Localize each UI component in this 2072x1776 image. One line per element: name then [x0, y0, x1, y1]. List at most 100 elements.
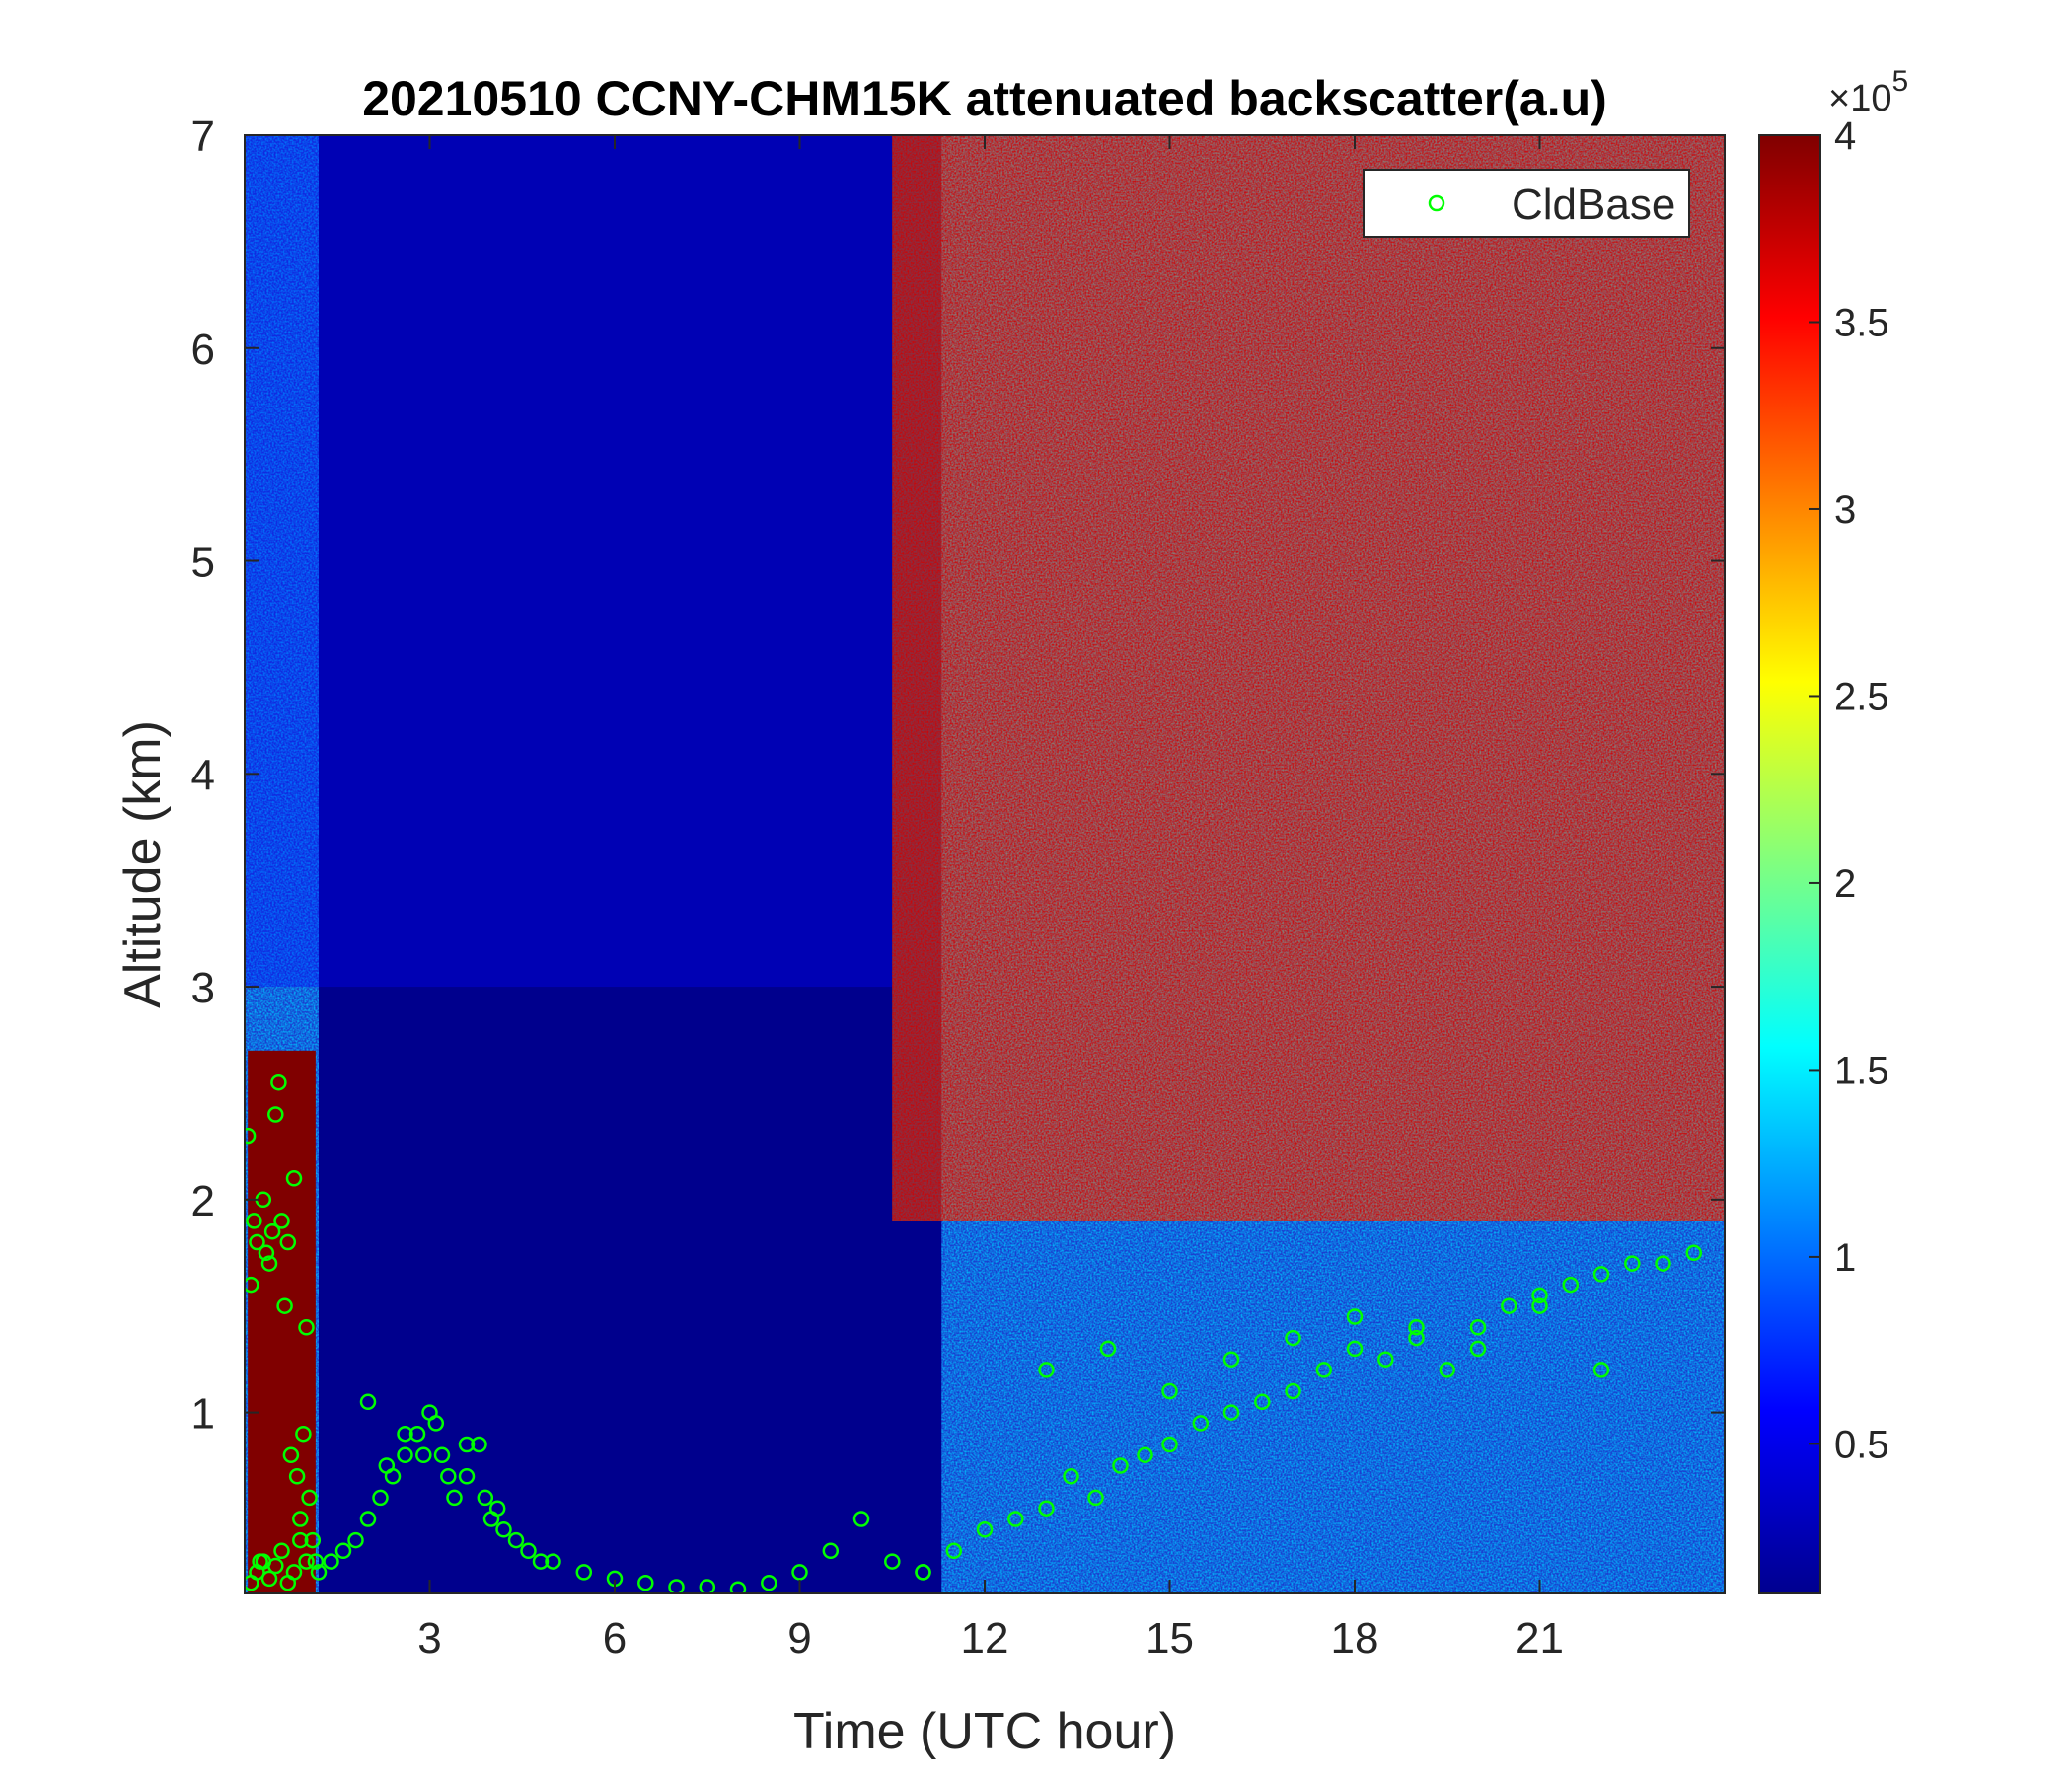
- cldbase-point: [1038, 1362, 1055, 1378]
- cldbase-point: [285, 1564, 303, 1581]
- colorbar-multiplier-exponent: 5: [1891, 65, 1908, 98]
- cldbase-point: [1346, 1340, 1364, 1358]
- chart-title: 20210510 CCNY-CHM15K attenuated backscat…: [362, 71, 1607, 126]
- cldbase-point: [976, 1521, 994, 1538]
- cldbase-point: [1285, 1329, 1301, 1347]
- cldbase-point: [791, 1564, 808, 1581]
- cldbase-point: [260, 1255, 278, 1272]
- cldbase-point: [637, 1574, 654, 1591]
- cldbase-point: [1531, 1297, 1548, 1314]
- y-tick-label: 7: [191, 112, 215, 161]
- cldbase-point: [267, 1106, 284, 1123]
- colorbar-tick-label: 1.5: [1834, 1049, 1889, 1092]
- cldbase-point: [1624, 1255, 1641, 1272]
- cldbase-point: [440, 1468, 457, 1485]
- cldbase-point: [1087, 1489, 1104, 1507]
- legend: CldBase: [1363, 169, 1690, 238]
- colorbar-multiplier: ×105: [1828, 65, 1908, 119]
- colorbar-tick-label: 3: [1834, 488, 1856, 532]
- cldbase-point: [415, 1446, 432, 1464]
- colorbar-ticks: 0.5 1 1.5 2 2.5 3 3.5 4: [1809, 114, 1889, 1466]
- cldbase-point: [458, 1468, 476, 1485]
- cldbase-point: [1408, 1319, 1425, 1336]
- cldbase-point: [245, 1127, 257, 1145]
- cldbase-point: [458, 1436, 476, 1453]
- cldbase-point: [532, 1553, 550, 1570]
- x-tick-label: 3: [417, 1614, 441, 1663]
- cldbase-point: [1315, 1362, 1333, 1378]
- cldbase-point: [304, 1531, 322, 1549]
- cldbase-point: [1562, 1276, 1580, 1294]
- cldbase-point: [1007, 1511, 1024, 1527]
- x-axis-label: Time (UTC hour): [793, 1703, 1176, 1760]
- cldbase-point: [1161, 1382, 1178, 1400]
- x-axis-ticks: 3 6 9 12 15 18 21: [417, 135, 1564, 1663]
- cldbase-point: [852, 1511, 870, 1527]
- cldbase-point: [282, 1446, 300, 1464]
- cldbase-point: [1377, 1351, 1394, 1368]
- colorbar: [1758, 134, 1821, 1594]
- cloud-base-scatter: [245, 1073, 1703, 1593]
- cldbase-point: [276, 1297, 293, 1314]
- legend-box: [1363, 169, 1690, 238]
- cldbase-point: [295, 1425, 312, 1443]
- cldbase-point: [245, 1276, 259, 1294]
- cldbase-point: [699, 1579, 716, 1593]
- cldbase-point: [408, 1425, 426, 1443]
- cldbase-point: [1112, 1457, 1129, 1474]
- cldbase-point: [292, 1531, 309, 1549]
- colorbar-tick-label: 0.5: [1834, 1423, 1889, 1466]
- cldbase-point: [1592, 1362, 1610, 1378]
- cldbase-point: [668, 1579, 685, 1593]
- cldbase-point: [520, 1542, 537, 1560]
- y-tick-label: 6: [191, 326, 215, 374]
- x-tick-label: 15: [1146, 1614, 1194, 1663]
- cldbase-point: [446, 1489, 463, 1507]
- cldbase-point: [397, 1446, 413, 1464]
- x-tick-label: 6: [603, 1614, 627, 1663]
- cldbase-point: [1254, 1393, 1271, 1411]
- cldbase-point: [246, 1213, 262, 1229]
- y-tick-label: 1: [191, 1390, 215, 1439]
- cldbase-point: [1501, 1297, 1517, 1314]
- cldbase-point: [288, 1468, 306, 1485]
- cldbase-point: [1192, 1415, 1210, 1432]
- colorbar-tick-label: 1: [1834, 1236, 1856, 1280]
- cldbase-point: [1222, 1351, 1240, 1368]
- legend-marker: [1428, 194, 1445, 212]
- cldbase-point: [1469, 1340, 1487, 1358]
- x-tick-label: 9: [787, 1614, 811, 1663]
- heatmap-region-night-noisy-upper: [245, 135, 893, 988]
- cldbase-point: [1285, 1382, 1301, 1400]
- cldbase-point: [507, 1531, 525, 1549]
- heatmap-region-clean-night-low-signal: [319, 135, 942, 1593]
- cldbase-point: [267, 1557, 284, 1575]
- cldbase-point: [359, 1393, 377, 1411]
- cldbase-point: [258, 1244, 275, 1262]
- cldbase-point: [298, 1553, 315, 1570]
- cldbase-point: [945, 1542, 963, 1560]
- colorbar-tick-label: 2.5: [1834, 675, 1889, 718]
- cldbase-point: [1655, 1255, 1671, 1272]
- cldbase-point: [1439, 1362, 1456, 1378]
- cldbase-point: [260, 1570, 278, 1588]
- colorbar-tick-label: 2: [1834, 862, 1856, 906]
- cldbase-point: [378, 1457, 396, 1474]
- cldbase-point: [298, 1319, 315, 1336]
- cldbase-point: [334, 1542, 352, 1560]
- cldbase-point: [310, 1564, 328, 1581]
- x-tick-label: 18: [1331, 1614, 1379, 1663]
- colorbar-tick-label: 4: [1834, 114, 1856, 158]
- x-tick-label: 12: [961, 1614, 1009, 1663]
- cldbase-point: [292, 1511, 309, 1527]
- cldbase-point: [301, 1489, 318, 1507]
- cldbase-point: [263, 1222, 281, 1240]
- cldbase-point: [822, 1542, 840, 1560]
- cldbase-point: [397, 1425, 413, 1443]
- cldbase-point: [1685, 1244, 1703, 1262]
- cldbase-point: [285, 1170, 303, 1187]
- cldbase-point: [270, 1073, 287, 1091]
- cldbase-point: [249, 1233, 265, 1251]
- y-tick-label: 3: [191, 964, 215, 1012]
